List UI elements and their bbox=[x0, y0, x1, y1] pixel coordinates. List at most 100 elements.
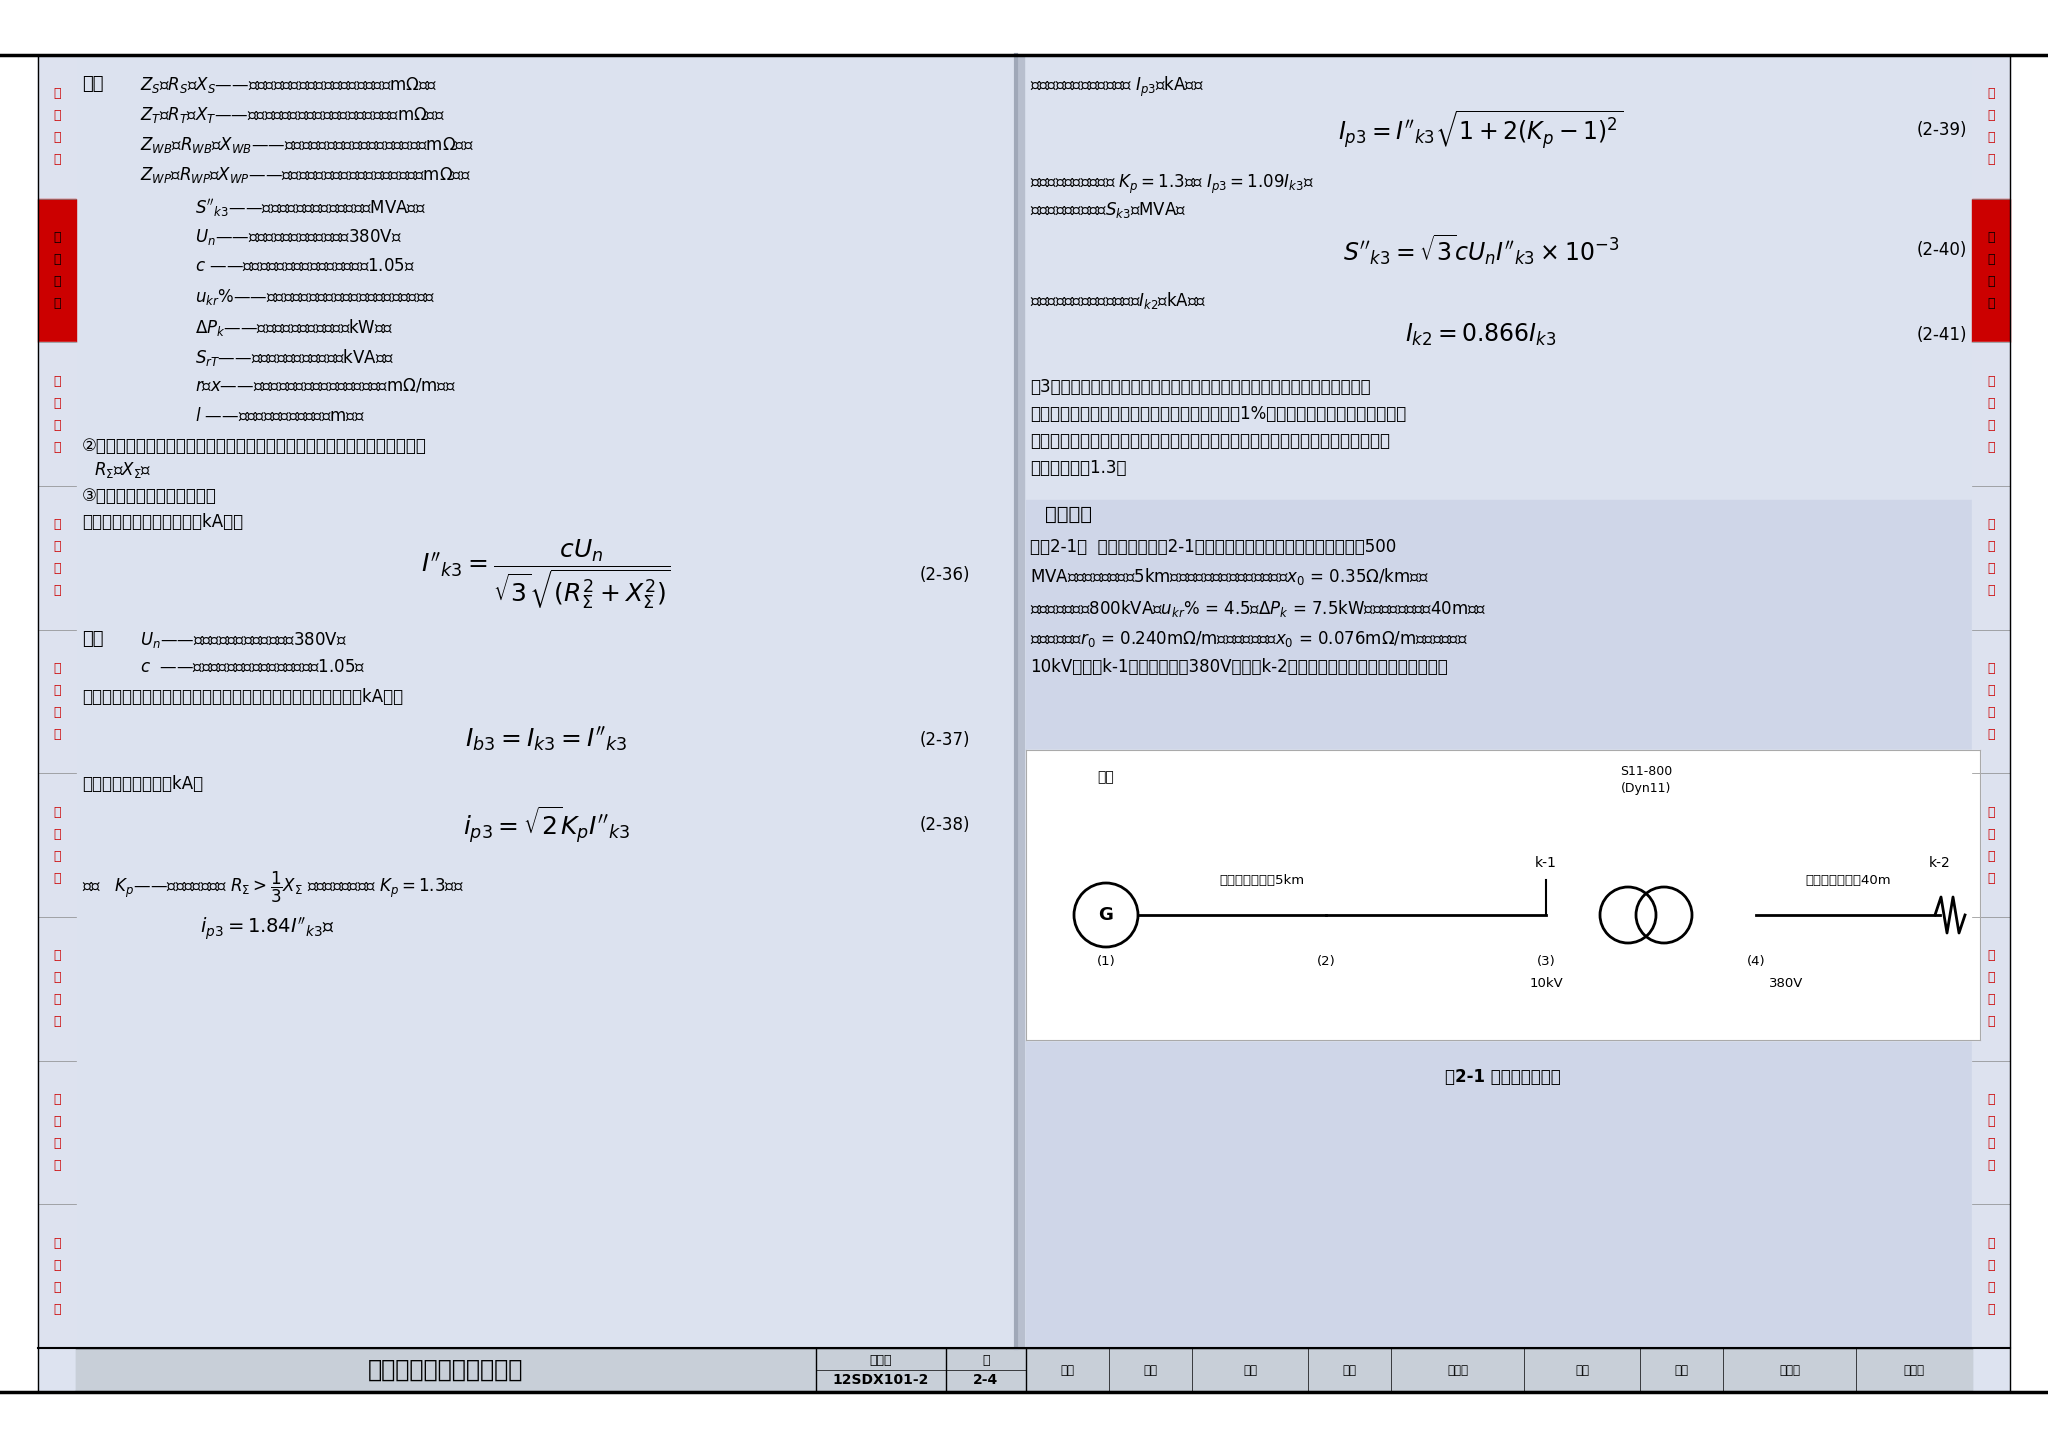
Text: 页: 页 bbox=[983, 1354, 989, 1367]
Text: $Z_T$、$R_T$、$X_T$——分别为配电变压器的阻抗、电阻、电抗（mΩ）；: $Z_T$、$R_T$、$X_T$——分别为配电变压器的阻抗、电阻、电抗（mΩ）… bbox=[139, 106, 444, 124]
Text: (3): (3) bbox=[1536, 955, 1554, 968]
Text: 护: 护 bbox=[53, 441, 61, 454]
Text: 算: 算 bbox=[1987, 297, 1995, 310]
Text: k-2: k-2 bbox=[1929, 857, 1952, 870]
Text: $Z_S$、$R_S$、$X_S$——分别为高压系统的阻抗、电阻、电抗（mΩ）；: $Z_S$、$R_S$、$X_S$——分别为高压系统的阻抗、电阻、电抗（mΩ）； bbox=[139, 75, 438, 96]
Bar bbox=[1024, 55, 1974, 1349]
Text: 短: 短 bbox=[1987, 232, 1995, 245]
Text: 算: 算 bbox=[1987, 1159, 1995, 1172]
Text: $\Delta P_k$——配电变压器的短路损耗（kW）；: $\Delta P_k$——配电变压器的短路损耗（kW）； bbox=[195, 317, 393, 339]
Text: 防: 防 bbox=[53, 949, 61, 962]
Text: 物液: 物液 bbox=[1575, 1363, 1589, 1376]
Text: 备: 备 bbox=[1987, 728, 1995, 741]
Bar bbox=[76, 1349, 1972, 1392]
Text: 10kV: 10kV bbox=[1530, 977, 1563, 990]
Text: 380V: 380V bbox=[1769, 977, 1802, 990]
Text: 电: 电 bbox=[53, 1116, 61, 1129]
Text: 算: 算 bbox=[53, 1159, 61, 1172]
Text: 保: 保 bbox=[1987, 418, 1995, 431]
Text: (2-39): (2-39) bbox=[1917, 122, 1966, 139]
Text: 设计: 设计 bbox=[1675, 1363, 1688, 1376]
Text: 路: 路 bbox=[53, 253, 61, 266]
Text: 巨力: 巨力 bbox=[1243, 1363, 1257, 1376]
Text: 面: 面 bbox=[1987, 585, 1995, 598]
Text: 架空线路长度为5km: 架空线路长度为5km bbox=[1219, 874, 1305, 887]
Text: 线: 线 bbox=[53, 518, 61, 531]
Text: 示: 示 bbox=[1987, 1281, 1995, 1294]
Bar bbox=[39, 1061, 76, 1204]
Text: 三相短路电流峰值（kA）: 三相短路电流峰值（kA） bbox=[82, 776, 203, 793]
Bar bbox=[1016, 55, 1024, 1349]
Text: 计: 计 bbox=[53, 1137, 61, 1150]
Bar bbox=[1108, 1349, 1192, 1392]
Text: $r$、$x$——母线、线路单位长度的电阻、电抗（mΩ/m）；: $r$、$x$——母线、线路单位长度的电阻、电抗（mΩ/m）； bbox=[195, 378, 457, 395]
Text: 继: 继 bbox=[53, 375, 61, 388]
Text: (2-36): (2-36) bbox=[920, 566, 971, 585]
Bar bbox=[1722, 1349, 1855, 1392]
Text: 计: 计 bbox=[53, 849, 61, 862]
Text: $S_{rT}$——配电变压器的额定容量（kVA）；: $S_{rT}$——配电变压器的额定容量（kVA）； bbox=[195, 347, 393, 368]
Text: 三相对称短路电流初始值（kA）：: 三相对称短路电流初始值（kA）： bbox=[82, 514, 244, 531]
Text: 明: 明 bbox=[1987, 828, 1995, 841]
Text: 保: 保 bbox=[53, 418, 61, 431]
Text: (2-40): (2-40) bbox=[1917, 242, 1966, 259]
Text: (Dyn11): (Dyn11) bbox=[1620, 781, 1671, 794]
Bar bbox=[1026, 501, 1980, 1349]
Text: $R_\Sigma$、$X_\Sigma$。: $R_\Sigma$、$X_\Sigma$。 bbox=[94, 460, 152, 480]
Text: (2-41): (2-41) bbox=[1917, 326, 1966, 344]
Text: 电源: 电源 bbox=[1098, 770, 1114, 784]
Text: $l$ ——母线、配电线路的长度（m）。: $l$ ——母线、配电线路的长度（m）。 bbox=[195, 407, 365, 425]
Text: 三相短路全电流最大有效值 $I_{p3}$（kA）：: 三相短路全电流最大有效值 $I_{p3}$（kA）： bbox=[1030, 75, 1204, 100]
Text: (4): (4) bbox=[1747, 955, 1765, 968]
Bar bbox=[1972, 198, 2009, 343]
Text: 线: 线 bbox=[1987, 518, 1995, 531]
Text: 用: 用 bbox=[1987, 684, 1995, 697]
Text: 计: 计 bbox=[1987, 849, 1995, 862]
Text: 校对: 校对 bbox=[1343, 1363, 1356, 1376]
Bar bbox=[1972, 629, 2009, 773]
Bar bbox=[39, 629, 76, 773]
Text: 算: 算 bbox=[1987, 153, 1995, 166]
Text: 备: 备 bbox=[53, 728, 61, 741]
Text: $i_{p3} = 1.84I''_{k3}$。: $i_{p3} = 1.84I''_{k3}$。 bbox=[201, 915, 334, 942]
Text: 负: 负 bbox=[53, 87, 61, 100]
Text: 截: 截 bbox=[53, 563, 61, 576]
Text: $U_n$——系统标称电压（线电压），380V；: $U_n$——系统标称电压（线电压），380V； bbox=[139, 629, 346, 650]
Text: 杨之俊: 杨之俊 bbox=[1448, 1363, 1468, 1376]
Text: 审核: 审核 bbox=[1061, 1363, 1075, 1376]
Text: 图集号: 图集号 bbox=[870, 1354, 893, 1367]
Bar bbox=[1972, 917, 2009, 1061]
Bar bbox=[39, 917, 76, 1061]
Bar bbox=[815, 1349, 946, 1392]
Text: 接: 接 bbox=[53, 993, 61, 1006]
Text: (2): (2) bbox=[1317, 955, 1335, 968]
Text: 用: 用 bbox=[53, 684, 61, 697]
Text: 弱: 弱 bbox=[53, 1092, 61, 1106]
Bar bbox=[39, 1204, 76, 1349]
Text: $S''_{k3}$——配电变压器高压侧短路容量（MVA）；: $S''_{k3}$——配电变压器高压侧短路容量（MVA）； bbox=[195, 197, 426, 218]
Text: 示: 示 bbox=[53, 1281, 61, 1294]
Text: $Z_{WB}$、$R_{WB}$、$X_{WB}$——分别为配电母线的阻抗、电阻、电抗（mΩ）；: $Z_{WB}$、$R_{WB}$、$X_{WB}$——分别为配电母线的阻抗、电… bbox=[139, 135, 473, 155]
Bar bbox=[1640, 1349, 1722, 1392]
Text: $c$  ——电压系数，计算三相短路电流时取1.05。: $c$ ——电压系数，计算三相短路电流时取1.05。 bbox=[139, 658, 365, 676]
Bar bbox=[1972, 343, 2009, 486]
Bar bbox=[1309, 1349, 1391, 1392]
Text: 式中: 式中 bbox=[82, 75, 104, 93]
Bar bbox=[1855, 1349, 1972, 1392]
Text: 照: 照 bbox=[1987, 806, 1995, 819]
Text: 算: 算 bbox=[53, 297, 61, 310]
Text: $I''_{k3} = \dfrac{cU_n}{\sqrt{3}\sqrt{(R_\Sigma^2 + X_\Sigma^2)}}$: $I''_{k3} = \dfrac{cU_n}{\sqrt{3}\sqrt{(… bbox=[422, 538, 672, 612]
Text: $S''_{k3} = \sqrt{3}cU_n I''_{k3} \times 10^{-3}$: $S''_{k3} = \sqrt{3}cU_n I''_{k3} \times… bbox=[1343, 233, 1620, 268]
Text: 雷: 雷 bbox=[1987, 971, 1995, 984]
Text: ③计算三相和两相短路电流。: ③计算三相和两相短路电流。 bbox=[82, 488, 217, 505]
Text: 设: 设 bbox=[1987, 706, 1995, 719]
Text: 例: 例 bbox=[53, 1302, 61, 1315]
Bar bbox=[1972, 773, 2009, 917]
Text: 雷: 雷 bbox=[53, 971, 61, 984]
Text: 防: 防 bbox=[1987, 949, 1995, 962]
Bar bbox=[1972, 55, 2009, 198]
Bar bbox=[1972, 1204, 2009, 1349]
Bar bbox=[39, 343, 76, 486]
Text: G: G bbox=[1098, 906, 1114, 925]
Text: $i_{p3} = \sqrt{2}K_p I''_{k3}$: $i_{p3} = \sqrt{2}K_p I''_{k3}$ bbox=[463, 805, 629, 845]
